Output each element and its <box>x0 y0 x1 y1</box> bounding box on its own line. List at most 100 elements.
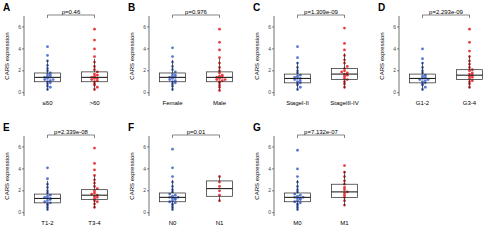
panel: ECARS expression0246T1-2T3-4p=2.339e-08 <box>3 122 108 226</box>
panel-label: C <box>253 2 260 13</box>
point <box>93 162 96 165</box>
point <box>218 189 221 192</box>
median <box>207 188 233 189</box>
bracket <box>48 135 95 138</box>
median <box>160 197 186 198</box>
x-tick-label: G1-2 <box>416 100 430 106</box>
whisker <box>469 80 470 89</box>
y-tick <box>272 26 274 27</box>
whisker <box>297 83 298 91</box>
y-axis <box>399 16 400 96</box>
y-axis-label: CARS expression <box>254 32 260 79</box>
point <box>340 70 343 73</box>
x-tick-label: T1-2 <box>41 220 54 226</box>
point <box>171 46 174 49</box>
y-axis <box>24 136 25 216</box>
point <box>218 56 221 59</box>
point <box>424 86 427 89</box>
y-tick-label: 4 <box>143 46 146 52</box>
x-tick-label: StageI-II <box>286 100 309 106</box>
point <box>296 56 299 59</box>
y-tick-label: 6 <box>18 144 21 150</box>
y-tick-label: 2 <box>143 187 146 193</box>
whisker <box>47 82 48 91</box>
y-tick-label: 0 <box>18 89 21 95</box>
whisker <box>469 55 470 69</box>
panel-label: F <box>128 122 134 133</box>
y-tick <box>147 212 149 213</box>
y-tick <box>22 212 24 213</box>
point <box>343 164 346 167</box>
y-tick <box>397 92 399 93</box>
y-tick <box>22 70 24 71</box>
panel-label: G <box>253 122 261 133</box>
y-tick <box>22 146 24 147</box>
y-axis <box>24 16 25 96</box>
y-axis <box>274 16 275 96</box>
y-tick-label: 4 <box>268 46 271 52</box>
y-tick-label: 4 <box>268 166 271 172</box>
point <box>218 185 221 188</box>
median <box>332 191 358 192</box>
panel-label: E <box>3 122 10 133</box>
point <box>46 177 49 180</box>
whisker <box>94 175 95 189</box>
point <box>296 149 299 152</box>
point <box>93 55 96 58</box>
point <box>174 194 177 197</box>
y-tick <box>147 70 149 71</box>
median <box>160 77 186 78</box>
panel-label: B <box>128 2 135 13</box>
y-tick <box>147 92 149 93</box>
x-tick-label: T3-4 <box>88 220 101 226</box>
y-tick-label: 2 <box>268 187 271 193</box>
x-tick-label: N0 <box>169 220 177 226</box>
p-value: p=0.976 <box>185 9 208 15</box>
y-tick <box>147 26 149 27</box>
y-tick-label: 6 <box>143 144 146 150</box>
whisker <box>344 171 345 184</box>
median <box>457 75 483 76</box>
box <box>457 70 483 80</box>
panel: DCARS expression0246G1-2G3-4p=2.293e-09 <box>378 2 483 106</box>
box <box>160 193 186 202</box>
whisker <box>297 202 298 211</box>
whisker <box>94 200 95 209</box>
bracket <box>298 135 345 138</box>
y-tick-label: 6 <box>268 24 271 30</box>
bracket <box>298 15 345 18</box>
p-value: p=0.01 <box>187 129 206 135</box>
point <box>471 72 474 75</box>
y-axis-label: CARS expression <box>4 152 10 199</box>
y-tick <box>272 190 274 191</box>
y-tick-label: 4 <box>393 46 396 52</box>
point <box>96 86 99 89</box>
y-tick <box>272 146 274 147</box>
panel: BCARS expression0246FemaleMalep=0.976 <box>128 2 233 106</box>
panel: FCARS expression0246N0N1p=0.01 <box>128 122 233 226</box>
whisker <box>172 180 173 193</box>
box <box>35 194 61 203</box>
p-value: p=0.46 <box>62 9 81 15</box>
y-tick <box>22 190 24 191</box>
box <box>332 69 358 80</box>
panel: GCARS expression0246M0M1p=7.132e-07 <box>253 122 358 226</box>
point <box>93 28 96 31</box>
point <box>421 47 424 50</box>
point <box>93 39 96 42</box>
box <box>82 72 108 82</box>
y-axis-label: CARS expression <box>129 152 135 199</box>
whisker <box>219 196 220 201</box>
point <box>296 167 299 170</box>
p-value: p=7.132e-07 <box>304 129 339 135</box>
point <box>96 200 99 203</box>
y-tick <box>22 48 24 49</box>
whisker <box>172 60 173 73</box>
median <box>82 195 108 196</box>
box <box>410 74 436 83</box>
point <box>346 65 349 68</box>
y-tick-label: 4 <box>18 166 21 172</box>
point <box>96 74 99 77</box>
y-tick <box>397 48 399 49</box>
point <box>46 54 49 57</box>
